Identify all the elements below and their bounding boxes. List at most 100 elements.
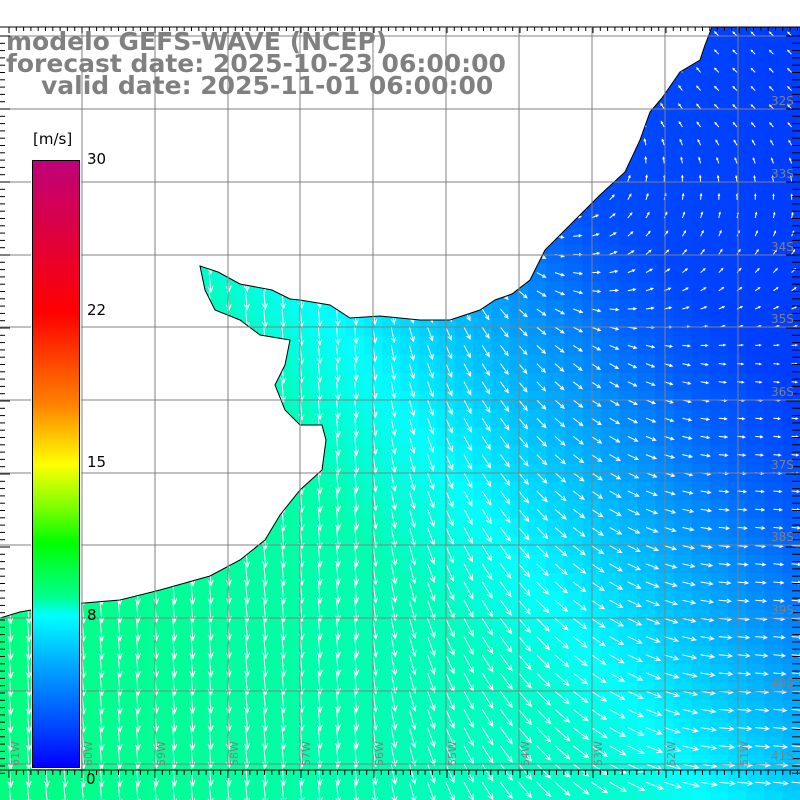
- wind-arrow: [664, 781, 683, 789]
- wind-arrow: [536, 672, 551, 688]
- wind-arrow: [627, 250, 635, 255]
- speed-cell: [782, 45, 800, 64]
- colorbar-label-30: 30: [87, 150, 107, 168]
- wind-arrow: [770, 139, 774, 146]
- wind-arrow: [408, 454, 416, 473]
- speed-cell: [163, 791, 183, 800]
- wind-arrow: [481, 326, 490, 339]
- wind-arrow: [645, 344, 656, 349]
- wind-arrow: [518, 781, 533, 799]
- wind-arrow: [786, 104, 792, 110]
- wind-arrow: [316, 327, 323, 346]
- wind-arrow: [645, 306, 655, 310]
- wind-arrow: [627, 654, 644, 663]
- speed-cell: [728, 63, 747, 83]
- wind-arrow: [754, 306, 762, 310]
- wind-arrow: [554, 727, 571, 742]
- speed-cell: [709, 791, 729, 800]
- wind-arrow: [481, 599, 493, 618]
- speed-cell: [564, 791, 583, 800]
- wind-arrow: [445, 399, 453, 416]
- lat-label: 38S: [771, 530, 794, 544]
- wind-arrow: [682, 344, 691, 348]
- speed-cell: [618, 227, 638, 246]
- wind-arrow: [280, 545, 287, 568]
- wind-arrow: [664, 708, 681, 716]
- speed-cell: [728, 227, 747, 246]
- wind-arrow: [427, 745, 436, 766]
- wind-arrow: [554, 272, 566, 277]
- wind-arrow: [609, 563, 624, 572]
- speed-cell: [673, 281, 693, 301]
- wind-arrow: [773, 707, 788, 713]
- wind-arrow: [573, 271, 584, 276]
- speed-cell: [527, 791, 547, 800]
- speed-cell: [764, 118, 784, 137]
- wind-arrow: [536, 326, 547, 335]
- wind-arrow: [280, 581, 287, 605]
- speed-cell: [18, 791, 37, 800]
- wind-arrow: [427, 727, 436, 748]
- speed-cell: [709, 136, 729, 155]
- wind-arrow: [682, 672, 698, 678]
- wind-arrow: [750, 85, 756, 91]
- wind-arrow: [682, 727, 699, 733]
- wind-arrow: [316, 545, 323, 568]
- speed-cell: [273, 791, 292, 800]
- wind-arrow: [334, 345, 341, 364]
- wind-arrow: [334, 327, 341, 346]
- wind-arrow: [572, 472, 585, 482]
- speed-cell: [764, 136, 784, 155]
- wind-arrow: [572, 672, 589, 685]
- wind-arrow: [755, 380, 763, 384]
- speed-cell: [691, 154, 711, 174]
- speed-cell: [782, 190, 800, 210]
- lon-label: 54W: [519, 741, 532, 766]
- wind-arrow: [645, 545, 660, 552]
- wind-arrow: [773, 343, 780, 347]
- wind-arrow: [700, 544, 713, 550]
- lon-label: 56W: [373, 741, 386, 766]
- wind-arrow: [500, 345, 509, 357]
- wind-arrow: [718, 286, 725, 292]
- wind-arrow: [682, 763, 700, 770]
- wind-arrow: [536, 345, 547, 354]
- lat-label: 39S: [771, 603, 794, 617]
- speed-cell: [673, 791, 693, 800]
- wind-arrow: [427, 454, 435, 472]
- speed-cell: [436, 791, 456, 800]
- wind-arrow: [207, 636, 214, 660]
- wind-arrow: [98, 782, 105, 800]
- wind-arrow: [499, 363, 509, 376]
- wind-arrow: [573, 308, 584, 314]
- wind-arrow: [754, 286, 761, 292]
- wind-arrow: [499, 563, 512, 579]
- wind-arrow: [609, 269, 619, 274]
- wind-arrow: [645, 435, 657, 441]
- wind-arrow: [572, 490, 586, 501]
- wind-arrow: [481, 618, 494, 636]
- speed-cell: [782, 536, 800, 556]
- speed-cell: [728, 281, 747, 301]
- wind-arrow: [554, 345, 565, 353]
- wind-arrow: [518, 636, 532, 652]
- wind-arrow: [372, 782, 379, 800]
- speed-cell: [782, 718, 800, 738]
- wind-arrow: [627, 363, 638, 369]
- wind-arrow: [572, 363, 583, 372]
- wind-arrow: [427, 636, 436, 657]
- wind-arrow: [591, 472, 604, 481]
- wind-arrow: [572, 381, 584, 390]
- wind-arrow: [463, 490, 473, 507]
- speed-cell: [728, 154, 747, 174]
- lon-label: 58W: [228, 741, 241, 766]
- wind-arrow: [700, 526, 713, 531]
- wind-arrow: [518, 727, 533, 744]
- wind-arrow: [682, 490, 694, 495]
- speed-cell: [600, 209, 620, 228]
- wind-arrow: [682, 417, 693, 422]
- wind-arrow: [754, 267, 760, 273]
- wind-arrow: [445, 508, 454, 527]
- speed-cell: [782, 227, 800, 246]
- wind-arrow: [713, 49, 720, 55]
